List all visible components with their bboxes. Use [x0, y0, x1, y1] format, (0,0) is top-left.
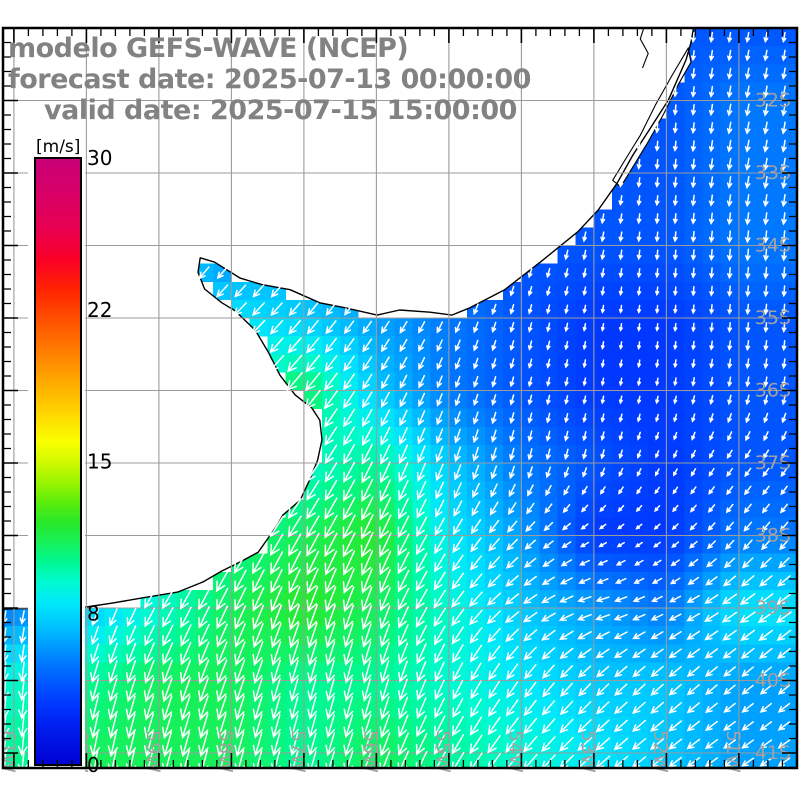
lon-label-58W: 58W [214, 730, 236, 773]
lat-label-32S: 32S [755, 90, 791, 112]
lon-label-55W: 55W [432, 730, 454, 773]
lat-label-41S: 41S [755, 742, 791, 764]
lon-label-57W: 57W [287, 730, 309, 773]
map-frame [1, 26, 799, 770]
lat-label-35S: 35S [755, 307, 791, 329]
lat-label-36S: 36S [755, 380, 791, 402]
lat-label-38S: 38S [755, 525, 791, 547]
lon-label-56W: 56W [359, 730, 381, 773]
lon-label-51W: 51W [722, 730, 744, 773]
lat-label-34S: 34S [755, 235, 791, 257]
lon-label-54W: 54W [504, 730, 526, 773]
wind-arrows-layer [3, 31, 792, 768]
lat-label-37S: 37S [755, 452, 791, 474]
colorbar-tick-label-15: 15 [87, 450, 112, 474]
colorbar-tick-label-0: 0 [87, 753, 100, 777]
major-ticks [3, 28, 797, 768]
colorbar-unit-label: [m/s] [36, 137, 80, 157]
lon-label-53W: 53W [577, 730, 599, 773]
colorbar-tick-label-22: 22 [87, 298, 112, 322]
wind-arrow-glyphs [3, 31, 792, 768]
river-line [639, 28, 649, 69]
lat-label-33S: 33S [755, 162, 791, 184]
colorbar-tick-label-8: 8 [87, 601, 100, 625]
lon-label-59W: 59W [142, 730, 164, 773]
lat-label-40S: 40S [755, 670, 791, 692]
map-frame-layer [1, 26, 799, 770]
colorbar-tick-label-30: 30 [87, 146, 112, 170]
coastline-path [3, 28, 695, 610]
minor-ticks [3, 28, 797, 769]
colorbar: [m/s] 30 22 15 8 0 [28, 131, 112, 777]
lat-label-39S: 39S [755, 597, 791, 619]
colorbar-gradient [34, 157, 82, 766]
lon-label-52W: 52W [649, 730, 671, 773]
